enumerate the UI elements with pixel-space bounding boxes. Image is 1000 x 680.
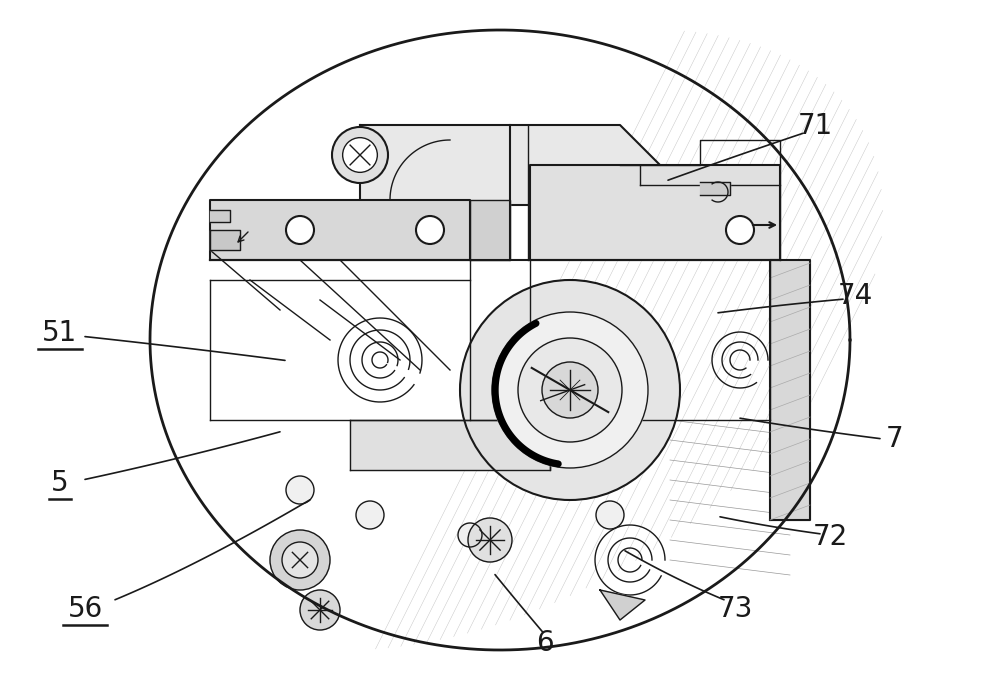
Circle shape — [332, 127, 388, 183]
Circle shape — [492, 312, 648, 468]
Text: 6: 6 — [536, 628, 554, 657]
Circle shape — [458, 523, 482, 547]
Polygon shape — [770, 260, 810, 520]
Circle shape — [460, 280, 680, 500]
Circle shape — [356, 501, 384, 529]
Polygon shape — [600, 590, 645, 620]
Polygon shape — [360, 125, 680, 205]
Polygon shape — [700, 182, 730, 195]
Circle shape — [286, 216, 314, 244]
Text: 71: 71 — [797, 112, 833, 140]
Text: 73: 73 — [717, 594, 753, 623]
Circle shape — [596, 501, 624, 529]
Circle shape — [300, 590, 340, 630]
Circle shape — [542, 362, 598, 418]
Text: 56: 56 — [67, 594, 103, 623]
Text: 5: 5 — [51, 469, 69, 497]
Circle shape — [270, 530, 330, 590]
Text: 51: 51 — [42, 319, 78, 347]
Circle shape — [286, 476, 314, 504]
Circle shape — [282, 542, 318, 578]
Polygon shape — [210, 200, 470, 260]
Polygon shape — [530, 165, 780, 260]
Text: 72: 72 — [812, 523, 848, 551]
Circle shape — [726, 216, 754, 244]
Polygon shape — [210, 210, 230, 222]
Polygon shape — [350, 420, 550, 470]
Text: 74: 74 — [837, 282, 873, 310]
Circle shape — [518, 338, 622, 442]
Circle shape — [416, 216, 444, 244]
Polygon shape — [210, 230, 240, 250]
Polygon shape — [470, 200, 510, 260]
Circle shape — [343, 137, 377, 172]
Circle shape — [468, 518, 512, 562]
Text: 7: 7 — [886, 424, 904, 453]
Polygon shape — [150, 30, 850, 650]
